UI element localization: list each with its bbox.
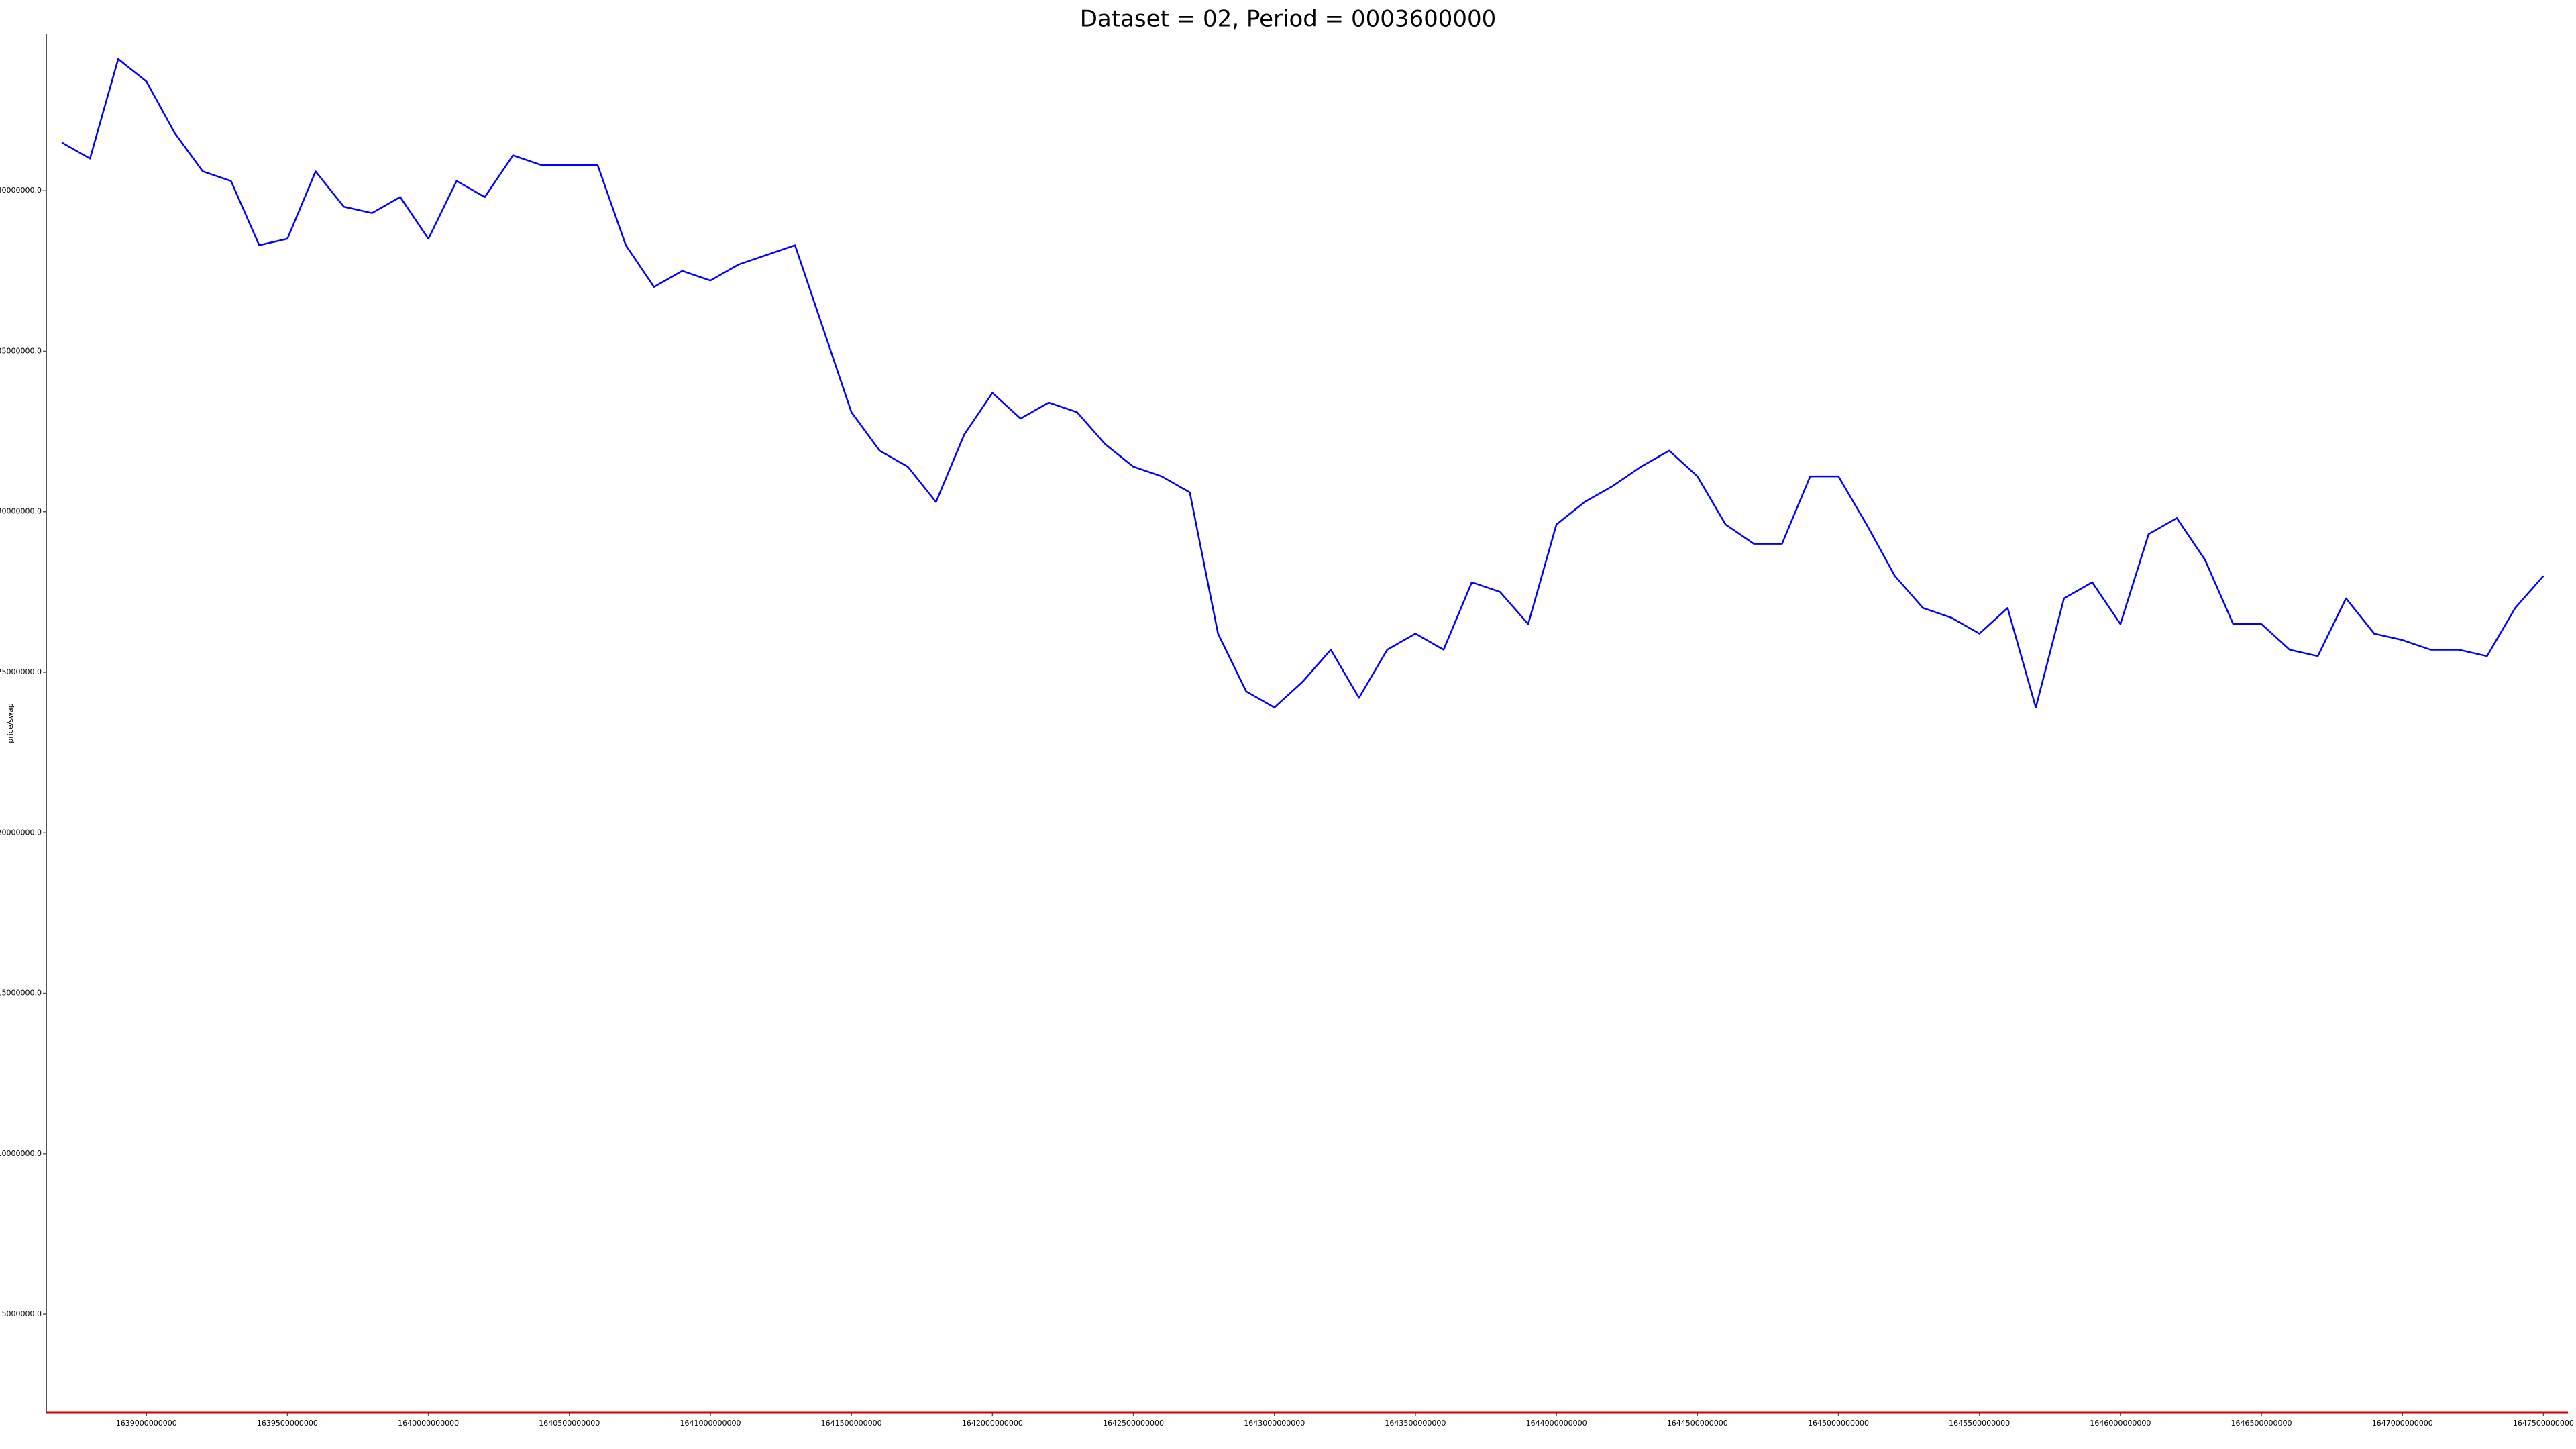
x-tick-label: 1646500000000 [2231, 1419, 2292, 1428]
x-tick-label: 1640000000000 [398, 1419, 459, 1428]
x-tick-label: 1644500000000 [1667, 1419, 1728, 1428]
x-tick-label: 1647500000000 [2513, 1419, 2574, 1428]
x-tick-label: 1639500000000 [257, 1419, 318, 1428]
x-tick-label: 1647000000000 [2372, 1419, 2433, 1428]
x-tick-label: 1645500000000 [1949, 1419, 2010, 1428]
chart-title: Dataset = 02, Period = 0003600000 [1080, 6, 1497, 33]
x-tick-label: 1641500000000 [821, 1419, 882, 1428]
x-tick-label: 1640500000000 [539, 1419, 600, 1428]
x-tick-label: 1642000000000 [962, 1419, 1023, 1428]
price-line [61, 58, 2544, 708]
y-tick-label: 25000000.0 [0, 667, 42, 676]
y-tick-label: 40000000.0 [0, 186, 42, 195]
y-tick-label: 30000000.0 [0, 507, 42, 516]
x-tick-label: 1645000000000 [1808, 1419, 1869, 1428]
y-tick-label: 15000000.0 [0, 989, 42, 998]
x-tick-label: 1639000000000 [116, 1419, 177, 1428]
x-tick-label: 1643000000000 [1244, 1419, 1305, 1428]
y-tick-label: 35000000.0 [0, 346, 42, 355]
x-tick-label: 1646000000000 [2090, 1419, 2151, 1428]
x-tick-label: 1644000000000 [1526, 1419, 1587, 1428]
x-tick-label: 1641000000000 [680, 1419, 741, 1428]
y-tick-label: 5000000.0 [2, 1309, 42, 1318]
y-axis-label: price/swap [6, 703, 15, 743]
x-tick-label: 1642500000000 [1103, 1419, 1164, 1428]
x-tick-label: 1643500000000 [1385, 1419, 1446, 1428]
y-tick-label: 10000000.0 [0, 1149, 42, 1158]
y-tick-label: 20000000.0 [0, 828, 42, 837]
